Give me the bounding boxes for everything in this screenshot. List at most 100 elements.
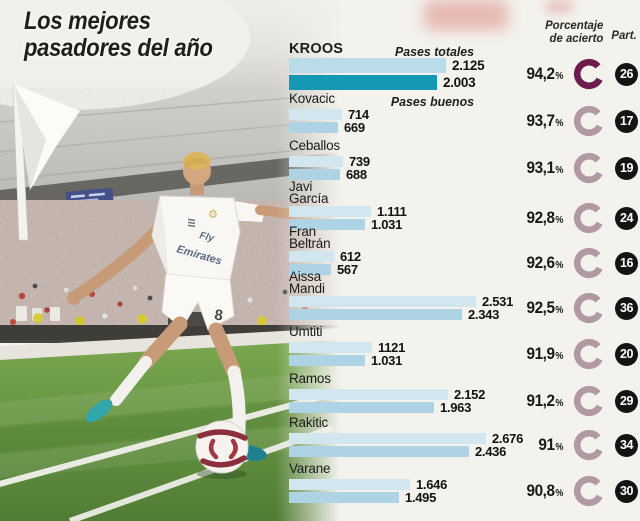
- player-row: Umtiti 1121 1.031 91,9% 20: [289, 324, 640, 372]
- player-name: Rakitic: [289, 415, 329, 430]
- bar-pases-totales: [289, 389, 448, 400]
- bar-pases-totales: [289, 58, 446, 73]
- pct-header-line2: de acierto: [549, 30, 603, 45]
- value-pases-totales: 612: [340, 249, 361, 264]
- accuracy-donut-icon: [573, 429, 605, 461]
- value-pases-buenos: 688: [346, 167, 367, 182]
- bar-pases-totales: [289, 296, 476, 307]
- player-stats: 90,8% 30: [505, 473, 638, 509]
- player-row: Fran Beltrán 612 567 92,6% 16: [289, 224, 640, 279]
- accuracy-percentage: 92,8%: [526, 208, 564, 227]
- accuracy-donut-icon: [573, 152, 605, 184]
- value-pases-totales: 2.531: [482, 294, 514, 309]
- player-row: Varane 1.646 1.495 90,8% 30: [289, 461, 640, 509]
- player-stats: 94,2% 26: [505, 56, 638, 92]
- player-name: Varane: [289, 461, 331, 476]
- scoreboard-blur-small: [545, 0, 573, 13]
- player-name: Umtiti: [289, 324, 323, 339]
- value-pases-buenos: 1.495: [405, 490, 437, 505]
- matches-played-badge: 26: [615, 62, 638, 86]
- player-row: KROOS 2.125 2.003 94,2% 26: [289, 41, 640, 92]
- bar-pases-totales: [289, 433, 486, 444]
- value-pases-buenos: 2.343: [468, 307, 500, 322]
- legend-pases-buenos: Pases buenos: [390, 94, 474, 109]
- player-name: Fran Beltrán: [289, 224, 331, 251]
- bar-pases-buenos: [289, 75, 437, 90]
- bar-pases-buenos: [289, 122, 338, 133]
- accuracy-donut-icon: [573, 105, 605, 137]
- page-title: Los mejores pasadores del año: [24, 8, 213, 62]
- title-line2: pasadores del año: [24, 34, 213, 62]
- player-row: Aissa Mandi 2.531 2.343 92,5% 36: [289, 269, 640, 324]
- matches-played-badge: 17: [615, 109, 638, 133]
- accuracy-percentage: 92,5%: [526, 298, 564, 317]
- accuracy-donut-icon: [573, 475, 605, 507]
- football: [195, 420, 249, 479]
- accuracy-donut-icon: [573, 338, 605, 370]
- player-row: Javi García 1.111 1.031 92,8% 24: [289, 179, 640, 234]
- accuracy-percentage: 91,9%: [526, 344, 564, 363]
- player-stats: 91,2% 29: [505, 383, 638, 419]
- player-stats: 91,9% 20: [505, 336, 638, 372]
- bar-pases-buenos: [289, 402, 434, 413]
- legend-pases-totales: Pases totales: [395, 44, 474, 59]
- accuracy-donut-icon: [573, 202, 605, 234]
- bar-pases-totales: [289, 479, 410, 490]
- bar-pases-totales: [289, 206, 371, 217]
- accuracy-percentage: 93,1%: [526, 158, 564, 177]
- player-row: Rakitic 2.676 2.436 91% 34: [289, 415, 640, 463]
- player-name: Javi García: [289, 179, 329, 206]
- accuracy-percentage: 90,8%: [526, 481, 564, 500]
- pct-header-line1: Porcentaje: [544, 18, 603, 32]
- matches-played-badge: 29: [615, 389, 638, 413]
- player-stats: 92,8% 24: [505, 200, 638, 236]
- bar-pases-buenos: [289, 264, 331, 275]
- accuracy-percentage: 94,2%: [526, 64, 564, 83]
- bar-pases-totales: [289, 342, 372, 353]
- player-name: Aissa Mandi: [289, 269, 325, 296]
- accuracy-donut-icon: [573, 385, 605, 417]
- player-name: KROOS: [289, 41, 344, 57]
- player-stats: 93,1% 19: [505, 150, 638, 186]
- value-pases-totales: 2.676: [492, 431, 524, 446]
- value-pases-buenos: 669: [344, 120, 365, 135]
- accuracy-percentage: 92,6%: [526, 253, 564, 272]
- bar-pases-totales: [289, 156, 343, 167]
- bar-pases-buenos: [289, 355, 365, 366]
- matches-played-badge: 20: [615, 342, 638, 366]
- accuracy-donut-icon: [573, 58, 605, 90]
- accuracy-donut-icon: [573, 247, 605, 279]
- value-pases-totales: 1.111: [377, 204, 407, 219]
- bar-pases-buenos: [289, 309, 462, 320]
- value-pases-totales: 739: [349, 154, 370, 169]
- part-column-header: Part.: [611, 28, 637, 42]
- value-pases-buenos: 567: [337, 262, 358, 277]
- player-name: Ramos: [289, 371, 331, 386]
- value-pases-buenos: 1.031: [371, 353, 403, 368]
- player-stats: 92,5% 36: [505, 290, 638, 326]
- player-figure: Fly Emirates 8: [67, 152, 334, 461]
- matches-played-badge: 24: [615, 206, 638, 230]
- player-stats: 91% 34: [505, 427, 638, 463]
- player-name: Ceballos: [289, 138, 340, 153]
- bar-pases-totales: [289, 251, 334, 262]
- value-pases-totales: 2.152: [454, 387, 486, 402]
- accuracy-percentage: 93,7%: [526, 111, 564, 130]
- player-row: Ramos 2.152 1.963 91,2% 29: [289, 371, 640, 419]
- bar-pases-buenos: [289, 169, 340, 180]
- matches-played-badge: 16: [615, 251, 638, 275]
- bar-pases-totales: [289, 109, 342, 120]
- shorts-number: 8: [213, 307, 224, 325]
- jersey-sponsor-line1: Fly: [198, 230, 215, 244]
- pct-column-header: Porcentaje de acierto: [545, 19, 603, 44]
- accuracy-percentage: 91,2%: [526, 391, 564, 410]
- matches-played-badge: 34: [615, 433, 638, 457]
- bar-pases-buenos: [289, 219, 365, 230]
- accuracy-percentage: 91%: [538, 435, 563, 454]
- matches-played-badge: 30: [615, 479, 638, 503]
- value-pases-totales: 1121: [378, 340, 406, 355]
- player-stats: 92,6% 16: [505, 245, 638, 281]
- value-pases-buenos: 1.963: [440, 400, 472, 415]
